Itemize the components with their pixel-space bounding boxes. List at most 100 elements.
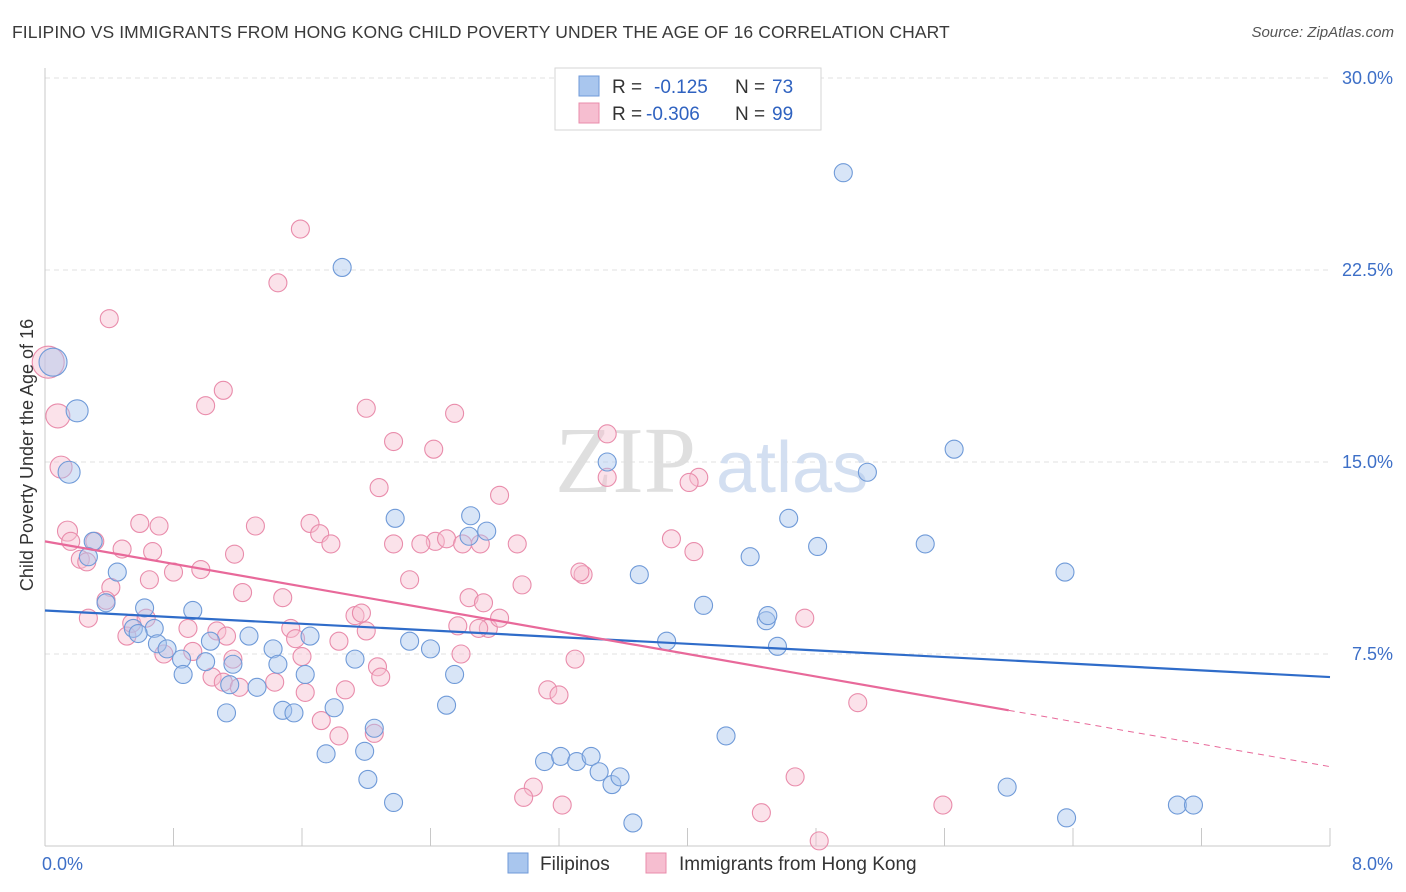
point-hongkong xyxy=(183,641,203,661)
point-filipinos xyxy=(200,631,220,651)
point-filipinos xyxy=(358,769,378,789)
point-hongkong xyxy=(523,777,543,797)
point-hongkong xyxy=(411,534,431,554)
point-hongkong xyxy=(565,649,585,669)
point-filipinos xyxy=(623,813,643,833)
point-filipinos xyxy=(915,534,935,554)
point-filipinos xyxy=(223,654,243,674)
point-filipinos xyxy=(534,751,555,772)
point-filipinos xyxy=(1055,562,1075,582)
bottom-legend-swatch-filipinos xyxy=(507,852,529,874)
point-filipinos xyxy=(602,775,622,795)
bottom-legend: Filipinos Immigrants from Hong Kong xyxy=(507,852,917,875)
point-hongkong xyxy=(265,672,285,692)
point-filipinos xyxy=(135,598,155,618)
point-filipinos xyxy=(833,163,853,183)
watermark: ZIP atlas xyxy=(555,409,868,513)
point-hongkong xyxy=(448,616,468,636)
point-hongkong xyxy=(425,531,445,551)
point-filipinos xyxy=(477,521,497,541)
point-filipinos xyxy=(295,664,315,685)
y-tick-label: 30.0% xyxy=(1342,68,1393,88)
trend-lines xyxy=(44,540,1331,768)
point-hongkong xyxy=(245,516,265,536)
point-hongkong xyxy=(400,570,420,590)
stats-legend-r-value-hongkong: -0.306 xyxy=(646,104,700,125)
point-filipinos xyxy=(345,649,365,669)
point-filipinos xyxy=(332,257,352,277)
point-hongkong xyxy=(356,621,376,641)
x-axis-ticks xyxy=(44,828,1331,846)
point-hongkong xyxy=(311,711,331,731)
bottom-legend-label-hongkong: Immigrants from Hong Kong xyxy=(679,854,917,875)
stats-legend-r-label-filipinos: R = xyxy=(612,77,642,98)
point-hongkong xyxy=(549,685,569,705)
point-hongkong xyxy=(224,544,245,564)
point-filipinos xyxy=(157,639,177,659)
point-hongkong xyxy=(689,467,709,487)
point-hongkong xyxy=(661,529,681,549)
point-hongkong xyxy=(136,608,156,628)
point-filipinos xyxy=(144,618,164,638)
point-hongkong xyxy=(597,424,617,444)
point-filipinos xyxy=(183,600,203,621)
y-tick-label: 15.0% xyxy=(1342,452,1393,472)
point-hongkong xyxy=(367,657,388,677)
point-hongkong xyxy=(45,403,71,429)
point-hongkong xyxy=(268,273,288,293)
trend-line-hongkong xyxy=(44,540,1009,712)
y-tick-label: 7.5% xyxy=(1352,644,1393,664)
point-hongkong xyxy=(384,431,404,452)
point-hongkong xyxy=(329,726,349,746)
point-filipinos xyxy=(857,462,877,482)
point-filipinos xyxy=(364,718,384,738)
point-hongkong xyxy=(424,439,444,459)
point-hongkong xyxy=(384,534,404,554)
point-hongkong xyxy=(490,485,510,505)
point-filipinos xyxy=(445,664,465,685)
point-hongkong xyxy=(223,649,243,669)
point-filipinos xyxy=(171,649,192,669)
point-filipinos xyxy=(273,700,293,720)
point-hongkong xyxy=(453,534,473,554)
point-hongkong xyxy=(233,583,253,603)
point-hongkong xyxy=(364,723,384,743)
bottom-legend-label-filipinos: Filipinos xyxy=(540,854,610,875)
point-filipinos xyxy=(196,652,216,672)
point-filipinos xyxy=(268,654,288,674)
point-hongkong xyxy=(369,478,389,498)
point-hongkong xyxy=(490,608,510,628)
point-filipinos xyxy=(384,792,404,813)
point-filipinos xyxy=(716,726,736,746)
point-filipinos xyxy=(420,639,441,659)
point-hongkong xyxy=(356,398,376,418)
point-filipinos xyxy=(629,565,649,585)
watermark-zip: ZIP xyxy=(555,409,696,513)
point-hongkong xyxy=(507,534,527,554)
chart-source: Source: ZipAtlas.com xyxy=(1251,24,1394,41)
point-filipinos xyxy=(694,595,714,615)
point-hongkong xyxy=(573,565,593,585)
x-tick-label-max: 8.0% xyxy=(1352,854,1393,874)
point-hongkong xyxy=(684,542,704,562)
point-filipinos xyxy=(324,698,344,718)
point-filipinos xyxy=(263,639,283,659)
point-filipinos xyxy=(128,623,148,644)
point-filipinos xyxy=(779,508,799,528)
point-filipinos xyxy=(1183,795,1204,815)
point-hongkong xyxy=(273,588,293,608)
point-filipinos xyxy=(567,751,587,772)
point-filipinos xyxy=(107,562,127,582)
point-hongkong xyxy=(514,787,534,807)
point-hongkong xyxy=(848,693,868,713)
point-filipinos xyxy=(96,593,116,613)
point-filipinos xyxy=(610,767,630,787)
point-filipinos xyxy=(808,536,828,557)
point-filipinos xyxy=(57,460,81,484)
gridlines xyxy=(45,77,1330,655)
point-hongkong xyxy=(56,520,79,542)
point-hongkong xyxy=(437,529,457,549)
point-filipinos xyxy=(997,777,1017,797)
trend-line-hongkong-extension xyxy=(1008,709,1331,768)
point-hongkong xyxy=(597,467,617,487)
